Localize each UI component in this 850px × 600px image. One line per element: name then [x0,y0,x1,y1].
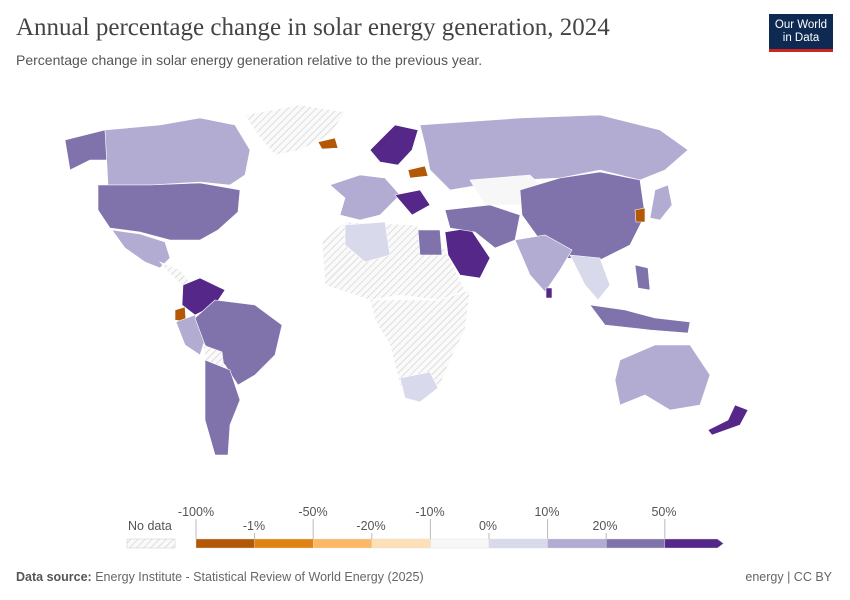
region-alaska[interactable] [64,129,109,171]
region-argentina-chile[interactable] [204,359,241,456]
data-source: Data source: Energy Institute - Statisti… [16,570,424,584]
region-north-africa[interactable] [321,221,466,301]
region-scandinavia[interactable] [369,124,419,166]
legend-label: -20% [356,519,385,533]
region-new-zealand[interactable] [707,404,749,436]
region-sub-saharan-africa[interactable] [369,289,471,401]
region-brazil[interactable] [194,299,283,386]
legend-label: -1% [243,519,265,533]
legend-label: -50% [298,505,327,519]
legend-no-data-label: No data [128,519,172,533]
region-belarus[interactable] [407,165,429,179]
legend-label: 20% [592,519,617,533]
region-russia[interactable] [419,114,689,191]
data-source-link[interactable]: Energy Institute - Statistical Review of… [95,570,424,584]
color-legend: No data -100% -1% -50% -20% -10% 0% 10% … [126,505,724,549]
region-india[interactable] [514,234,573,293]
world-map [64,104,749,456]
region-korea[interactable] [634,207,646,223]
legend-no-data-swatch [126,538,176,549]
legend-bin-swatch[interactable] [430,538,490,549]
legend-bin-swatch[interactable] [313,538,373,549]
legend-label: 10% [534,505,559,519]
region-china[interactable] [519,171,646,261]
legend-label: -10% [415,505,444,519]
region-central-america[interactable] [159,261,191,286]
legend-bin-swatch[interactable] [195,538,255,549]
legend-bin-swatch[interactable] [488,538,548,549]
owid-logo[interactable]: Our World in Data [769,14,833,52]
region-greenland[interactable] [244,104,346,156]
legend-label: -100% [178,505,214,519]
legend-bin-swatch[interactable] [606,538,666,549]
region-egypt[interactable] [417,229,443,256]
chart-title: Annual percentage change in solar energy… [16,14,610,41]
region-sri-lanka[interactable] [545,287,553,299]
region-southeast-asia[interactable] [569,254,611,301]
region-iceland[interactable] [317,137,339,150]
region-philippines[interactable] [634,264,651,291]
region-japan[interactable] [649,184,673,221]
region-western-europe[interactable] [329,174,401,221]
region-canada[interactable] [104,117,251,186]
legend-label: 0% [479,519,497,533]
region-indonesia[interactable] [589,304,691,334]
license[interactable]: energy | CC BY [745,570,832,584]
legend-bin-swatch[interactable] [254,538,314,549]
legend-label: 50% [651,505,676,519]
region-iran-middle-east[interactable] [444,204,521,249]
region-usa[interactable] [97,182,241,241]
region-algeria[interactable] [344,221,391,263]
chart-subtitle: Percentage change in solar energy genera… [16,52,483,68]
legend-bin-swatch[interactable] [547,538,607,549]
region-balkans[interactable] [394,189,431,216]
legend-bin-swatch[interactable] [664,538,724,549]
region-mexico[interactable] [111,229,171,269]
legend-bin-swatch[interactable] [371,538,431,549]
region-south-africa[interactable] [399,371,439,403]
region-australia[interactable] [614,344,711,411]
